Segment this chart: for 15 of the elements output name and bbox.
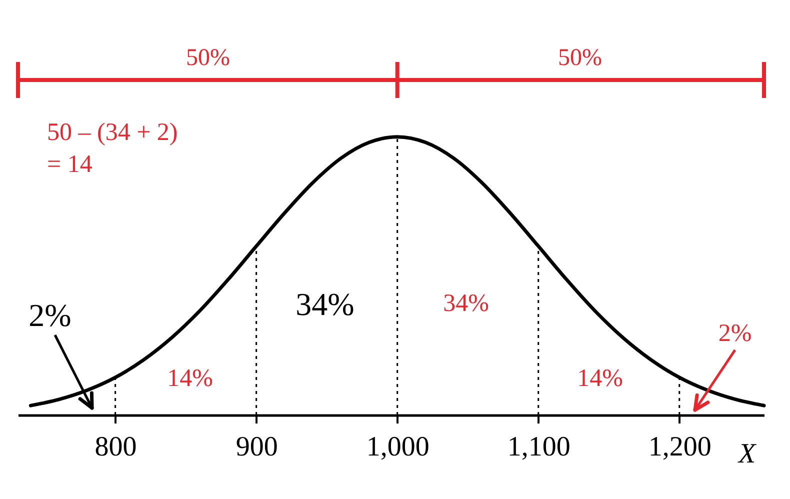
text: 50%: [186, 45, 230, 71]
annotation: 14%: [167, 365, 213, 392]
x-tick-label: 1,200: [648, 432, 712, 462]
x-axis-title: X: [738, 438, 756, 470]
annotation: 34%: [296, 286, 354, 322]
annotation: 34%: [443, 290, 489, 317]
x-tick-label: 1,100: [507, 432, 570, 462]
annotation: 2%: [28, 297, 72, 333]
x-tick-label: 1,000: [366, 432, 430, 462]
x-tick-label: 800: [94, 432, 137, 462]
annotation: 2%: [718, 320, 752, 347]
annotation: 14%: [577, 365, 623, 392]
x-tick-label: 900: [236, 432, 278, 462]
annotation: 50 – (34 + 2) = 14: [47, 119, 178, 178]
text: 50%: [558, 45, 602, 71]
